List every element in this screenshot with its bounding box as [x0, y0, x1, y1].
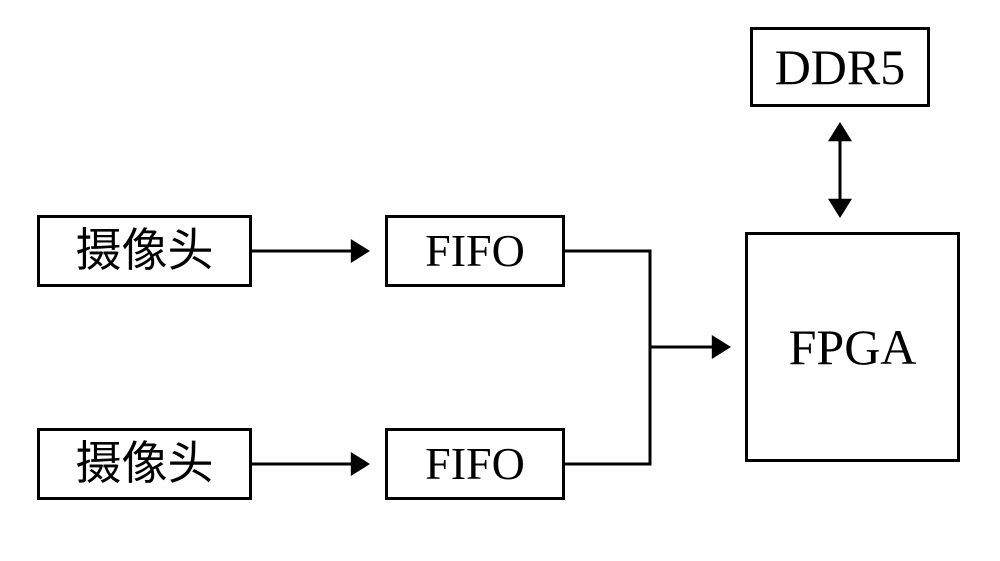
fifo2-box: FIFO — [385, 428, 565, 500]
fpga-box: FPGA — [745, 232, 960, 462]
ddr5-box: DDR5 — [750, 27, 930, 107]
fpga-label: FPGA — [789, 322, 917, 372]
camera1-box: 摄像头 — [37, 215, 252, 287]
ddr5-label: DDR5 — [775, 42, 906, 92]
fifo2-label: FIFO — [425, 441, 525, 487]
camera2-box: 摄像头 — [37, 428, 252, 500]
camera1-label: 摄像头 — [76, 228, 214, 274]
fifo1-box: FIFO — [385, 215, 565, 287]
camera2-label: 摄像头 — [76, 441, 214, 487]
fifo1-label: FIFO — [425, 228, 525, 274]
